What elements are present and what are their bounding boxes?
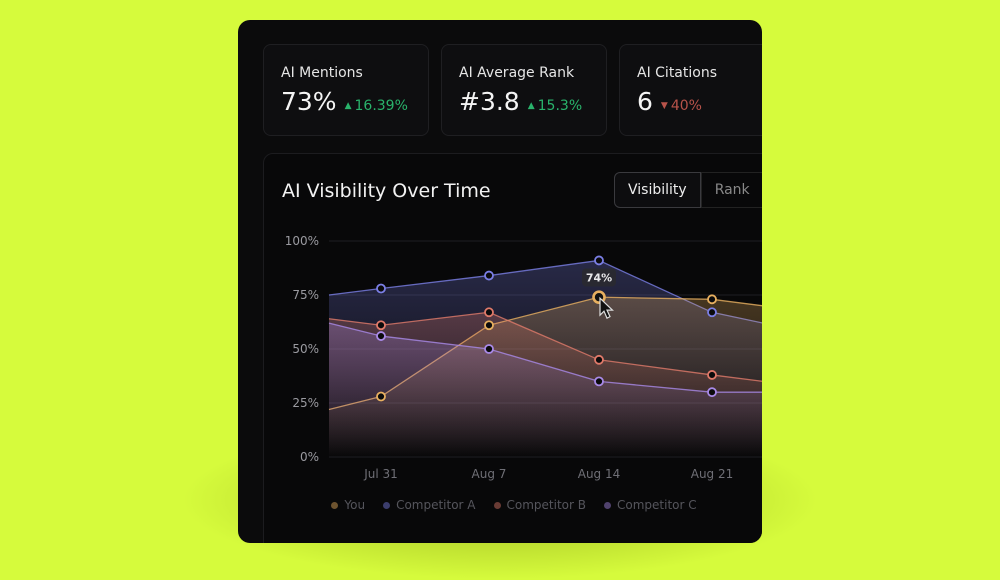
stat-label: AI Average Rank <box>459 65 575 81</box>
data-point[interactable] <box>594 376 604 387</box>
line-chart[interactable]: 0% 25% 50% 75% 100% Jul 31 Aug 7 Aug 14 Aug 21 74… <box>264 154 762 543</box>
metric-toggle: Visibility Rank <box>614 172 762 208</box>
series-area <box>329 323 762 457</box>
legend-label: Competitor C <box>617 498 697 512</box>
dashboard-panel: AI Mentions 73% ▲ 16.39% AI Average Rank #… <box>238 20 762 543</box>
caret-up-icon: ▲ <box>527 101 535 111</box>
visibility-chart-card: AI Visibility Over Time Visibility Rank … <box>263 153 762 543</box>
data-point[interactable] <box>484 344 494 354</box>
data-point[interactable] <box>707 370 717 380</box>
tooltip <box>582 268 616 287</box>
data-point[interactable] <box>484 320 494 331</box>
toggle-rank[interactable]: Rank <box>700 172 762 208</box>
data-point[interactable] <box>376 331 386 341</box>
stat-label: AI Citations <box>637 65 718 81</box>
mouse-cursor-icon <box>599 296 614 319</box>
stat-change: ▼ 40% <box>661 98 702 114</box>
data-point[interactable] <box>376 391 386 402</box>
data-point[interactable] <box>707 307 717 318</box>
legend-label: You <box>344 498 366 512</box>
stat-change: ▲ 16.39% <box>345 98 408 114</box>
legend-item[interactable]: Competitor C <box>604 498 697 512</box>
series-line <box>328 322 762 393</box>
data-point[interactable] <box>376 320 386 331</box>
stat-value: 6 <box>637 87 653 116</box>
y-tick-label: 0% <box>300 450 319 464</box>
stat-change-value: 16.39% <box>354 98 408 114</box>
y-tick-label: 100% <box>285 234 319 248</box>
caret-up-icon: ▲ <box>344 101 352 111</box>
data-point[interactable] <box>707 294 717 305</box>
legend-item[interactable]: Competitor A <box>383 498 476 512</box>
legend-item[interactable]: You <box>331 498 365 512</box>
y-tick-label: 75% <box>292 288 319 302</box>
x-tick-label: Aug 14 <box>578 467 621 481</box>
data-point[interactable] <box>594 255 604 266</box>
legend-item[interactable]: Competitor B <box>493 498 586 512</box>
stat-value: #3.8 <box>459 87 520 116</box>
chart-legend: You Competitor A Competitor B Competitor C <box>264 498 762 512</box>
y-tick-label: 50% <box>292 342 319 356</box>
toggle-visibility[interactable]: Visibility <box>614 172 701 208</box>
stat-value: 73% <box>281 87 337 116</box>
chart-title: AI Visibility Over Time <box>282 180 491 202</box>
legend-dot-icon <box>493 502 501 509</box>
legend-dot-icon <box>604 502 611 509</box>
legend-dot-icon <box>383 502 391 509</box>
x-tick-label: Aug 7 <box>472 467 507 481</box>
stat-card: AI Citations 6 ▼ 40% <box>619 44 762 136</box>
series-line <box>328 311 762 382</box>
x-tick-label: Aug 21 <box>691 467 734 481</box>
stat-card: AI Mentions 73% ▲ 16.39% <box>263 44 429 136</box>
data-point[interactable] <box>594 354 604 365</box>
legend-label: Competitor B <box>506 498 586 512</box>
stat-change-value: 15.3% <box>537 98 583 114</box>
data-point[interactable] <box>376 283 386 294</box>
legend-label: Competitor A <box>396 498 476 512</box>
y-tick-label: 25% <box>292 396 319 410</box>
stat-change-value: 40% <box>670 98 702 114</box>
stat-card: AI Average Rank #3.8 ▲ 15.3% <box>441 44 607 136</box>
stat-change: ▲ 15.3% <box>528 98 582 114</box>
data-point[interactable] <box>707 387 717 398</box>
legend-dot-icon <box>331 502 339 509</box>
data-point[interactable] <box>484 270 494 281</box>
x-tick-label: Jul 31 <box>363 467 398 481</box>
caret-down-icon: ▼ <box>660 101 668 111</box>
tooltip-value: 74% <box>586 271 612 284</box>
stat-label: AI Mentions <box>281 65 363 81</box>
data-point[interactable] <box>484 307 494 318</box>
